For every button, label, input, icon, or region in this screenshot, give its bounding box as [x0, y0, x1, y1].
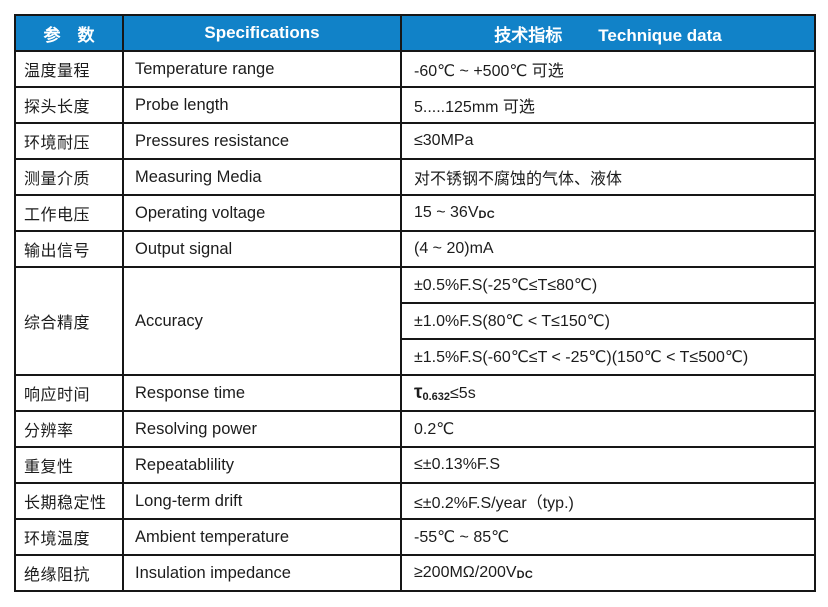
param-cn-cell: 响应时间: [14, 374, 124, 412]
spec-en-cell: Repeatablility: [122, 446, 402, 484]
param-cn-cell: 工作电压: [14, 194, 124, 232]
value-cell: ≤±0.2%F.S/year（typ.): [400, 482, 816, 520]
param-cn-cell: 输出信号: [14, 230, 124, 268]
value-main: ≥200MΩ/200V: [414, 564, 517, 581]
value-cell: ≤±0.13%F.S: [400, 446, 816, 484]
header-technique-data: 技术指标 Technique data: [400, 14, 816, 52]
param-cn-cell: 温度量程: [14, 50, 124, 88]
header-technique-cn-label: 技术指标: [494, 25, 563, 45]
spec-en-cell: Pressures resistance: [122, 122, 402, 160]
value-main: 15 ~ 36V: [414, 204, 479, 221]
value-tau-subscript: 0.632: [422, 391, 451, 403]
value-cell: ≥200MΩ/200VDC: [400, 554, 816, 592]
spec-en-cell: Operating voltage: [122, 194, 402, 232]
value-cell-accuracy-1: ±0.5%F.S(-25℃≤T≤80℃): [400, 266, 816, 304]
header-specifications: Specifications: [122, 14, 402, 52]
header-parameter: 参 数: [14, 14, 124, 52]
param-cn-cell: 环境耐压: [14, 122, 124, 160]
param-cn-cell: 重复性: [14, 446, 124, 484]
value-subscript: DC: [516, 569, 534, 581]
spec-en-cell: Output signal: [122, 230, 402, 268]
param-cn-cell: 环境温度: [14, 518, 124, 556]
value-cell: (4 ~ 20)mA: [400, 230, 816, 268]
table-row-measuring-media: 测量介质 Measuring Media 对不锈钢不腐蚀的气体、液体: [14, 158, 816, 196]
spec-en-cell: Temperature range: [122, 50, 402, 88]
value-cell: 5.....125mm 可选: [400, 86, 816, 124]
param-cn-cell: 测量介质: [14, 158, 124, 196]
spec-sheet: 参 数 Specifications 技术指标 Technique data 温…: [14, 14, 816, 592]
table-row-probe-length: 探头长度 Probe length 5.....125mm 可选: [14, 86, 816, 124]
table-row-ambient-temperature: 环境温度 Ambient temperature -55℃ ~ 85℃: [14, 518, 816, 556]
table-row-repeatability: 重复性 Repeatablility ≤±0.13%F.S: [14, 446, 816, 484]
param-cn-cell: 综合精度: [14, 266, 124, 376]
value-cell-accuracy-2: ±1.0%F.S(80℃ < T≤150℃): [400, 302, 816, 340]
table-row-insulation-impedance: 绝缘阻抗 Insulation impedance ≥200MΩ/200VDC: [14, 554, 816, 592]
spec-en-cell: Probe length: [122, 86, 402, 124]
header-specifications-label: Specifications: [204, 23, 320, 42]
param-cn-cell: 探头长度: [14, 86, 124, 124]
table-row-temperature-range: 温度量程 Temperature range -60℃ ~ +500℃ 可选: [14, 50, 816, 88]
spec-en-cell: Resolving power: [122, 410, 402, 448]
table-row-accuracy-3: ±1.5%F.S(-60℃≤T < -25℃)(150℃ < T≤500℃): [15, 338, 816, 376]
header-technique-group: 技术指标 Technique data: [494, 21, 721, 46]
value-rest: ≤5s: [450, 385, 476, 402]
param-cn-cell: 长期稳定性: [14, 482, 124, 520]
value-cell: -55℃ ~ 85℃: [400, 518, 816, 556]
value-tau: τ: [414, 382, 423, 403]
table-row-operating-voltage: 工作电压 Operating voltage 15 ~ 36VDC: [14, 194, 816, 232]
spec-en-cell: Insulation impedance: [122, 554, 402, 592]
table-row-pressures-resistance: 环境耐压 Pressures resistance ≤30MPa: [14, 122, 816, 160]
spec-en-cell: Ambient temperature: [122, 518, 402, 556]
spec-en-cell: Measuring Media: [122, 158, 402, 196]
param-cn-cell: 绝缘阻抗: [14, 554, 124, 592]
table-header-row: 参 数 Specifications 技术指标 Technique data: [14, 14, 816, 52]
table-row-accuracy-2: ±1.0%F.S(80℃ < T≤150℃): [15, 302, 816, 340]
value-cell-accuracy-3: ±1.5%F.S(-60℃≤T < -25℃)(150℃ < T≤500℃): [400, 338, 816, 376]
spec-en-cell: Response time: [122, 374, 402, 412]
value-cell: 0.2℃: [400, 410, 816, 448]
table-row-output-signal: 输出信号 Output signal (4 ~ 20)mA: [14, 230, 816, 268]
spec-en-cell: Accuracy: [122, 266, 402, 376]
header-parameter-label: 参 数: [43, 25, 95, 45]
table-row-response-time: 响应时间 Response time τ0.632≤5s: [14, 374, 816, 412]
value-cell: 对不锈钢不腐蚀的气体、液体: [400, 158, 816, 196]
value-cell: τ0.632≤5s: [400, 374, 816, 412]
header-technique-en-label: Technique data: [598, 25, 722, 45]
value-cell: 15 ~ 36VDC: [400, 194, 816, 232]
param-cn-cell: 分辨率: [14, 410, 124, 448]
spec-en-cell: Long-term drift: [122, 482, 402, 520]
specifications-table: 参 数 Specifications 技术指标 Technique data 温…: [14, 14, 816, 592]
value-subscript: DC: [478, 209, 495, 221]
table-row-long-term-drift: 长期稳定性 Long-term drift ≤±0.2%F.S/year（typ…: [14, 482, 816, 520]
value-cell: ≤30MPa: [400, 122, 816, 160]
value-cell: -60℃ ~ +500℃ 可选: [400, 50, 816, 88]
table-row-accuracy: 综合精度 Accuracy ±0.5%F.S(-25℃≤T≤80℃): [14, 266, 816, 376]
table-row-resolving-power: 分辨率 Resolving power 0.2℃: [14, 410, 816, 448]
